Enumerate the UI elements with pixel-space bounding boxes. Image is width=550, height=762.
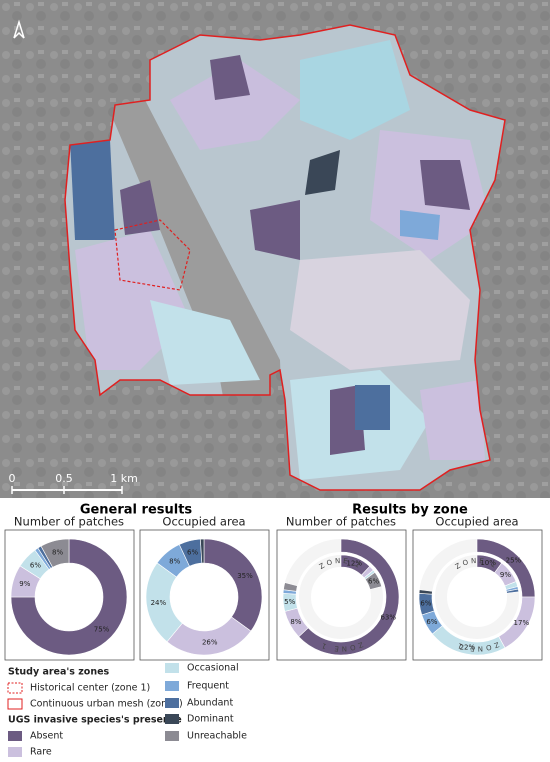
legend-label: Historical center (zone 1) [30,683,150,694]
legend-swatch [165,731,179,741]
data-label: 9% [19,580,30,588]
section-title: Results by zone [352,503,468,518]
scale-label: 0 [9,472,16,485]
data-label: 8% [169,558,180,566]
legend-label: Unreachable [187,731,247,742]
data-label: 75% [94,626,110,634]
chart-title: Occupied area [435,515,518,529]
data-label: 35% [237,572,253,580]
donut-segment [283,582,298,592]
donut-segment [506,588,520,594]
legend-label: Occasional [187,663,239,674]
legend-swatch [7,682,23,694]
scale-label: 1 km [110,472,138,485]
data-label: 8% [290,618,301,626]
scale-label: 0.5 [55,472,73,485]
study-area [65,25,505,490]
legend-swatch [165,681,179,691]
donut-segment [40,538,70,568]
north-arrow [13,19,25,39]
legend-label: Rare [30,747,52,758]
legend-swatch [8,731,22,741]
donut-segment [200,538,205,564]
data-label: 26% [202,639,218,647]
legend-label: Dominant [187,714,234,725]
legend-label: Continuous urban mesh (zone2) [30,699,183,710]
legend-label: Abundant [187,698,233,709]
map: 0 0.5 1 km [0,0,550,498]
legend-swatch [7,698,23,710]
data-label: 25% [506,557,522,565]
data-label: 8% [52,548,63,556]
legend-label: Absent [30,731,63,742]
data-label: 6% [420,599,431,607]
section-title: General results [80,503,193,518]
data-label: 5% [284,598,295,606]
data-label: 10% [480,559,496,567]
donut-segment [10,538,128,656]
donut-segment [418,589,433,595]
donut-segment [298,538,400,656]
data-label: 6% [426,618,437,626]
data-label: 17% [514,619,530,627]
chart-title: Number of patches [14,515,124,529]
donut-segment [364,571,383,590]
data-label: 24% [151,599,167,607]
legend-swatch [165,663,179,673]
data-label: 6% [187,548,198,556]
legend-swatch [8,747,22,757]
legend-swatch [165,698,179,708]
data-label: 9% [500,571,511,579]
zone-outline [64,24,506,491]
data-label: 63% [380,613,396,621]
legend-label: Frequent [187,681,229,692]
legend-heading: Study area's zones [8,667,110,678]
data-label: 22% [460,644,476,652]
chart-title: Number of patches [286,515,396,529]
legend-heading: UGS invasive species's presence [8,715,182,726]
scale-bar: 0 0.5 1 km [9,472,138,494]
data-label: 12% [346,560,362,568]
donut-segment [203,538,263,632]
data-label: 6% [30,562,41,570]
chart-title: Occupied area [162,515,245,529]
data-label: 6% [368,578,379,586]
legend-swatch [165,714,179,724]
